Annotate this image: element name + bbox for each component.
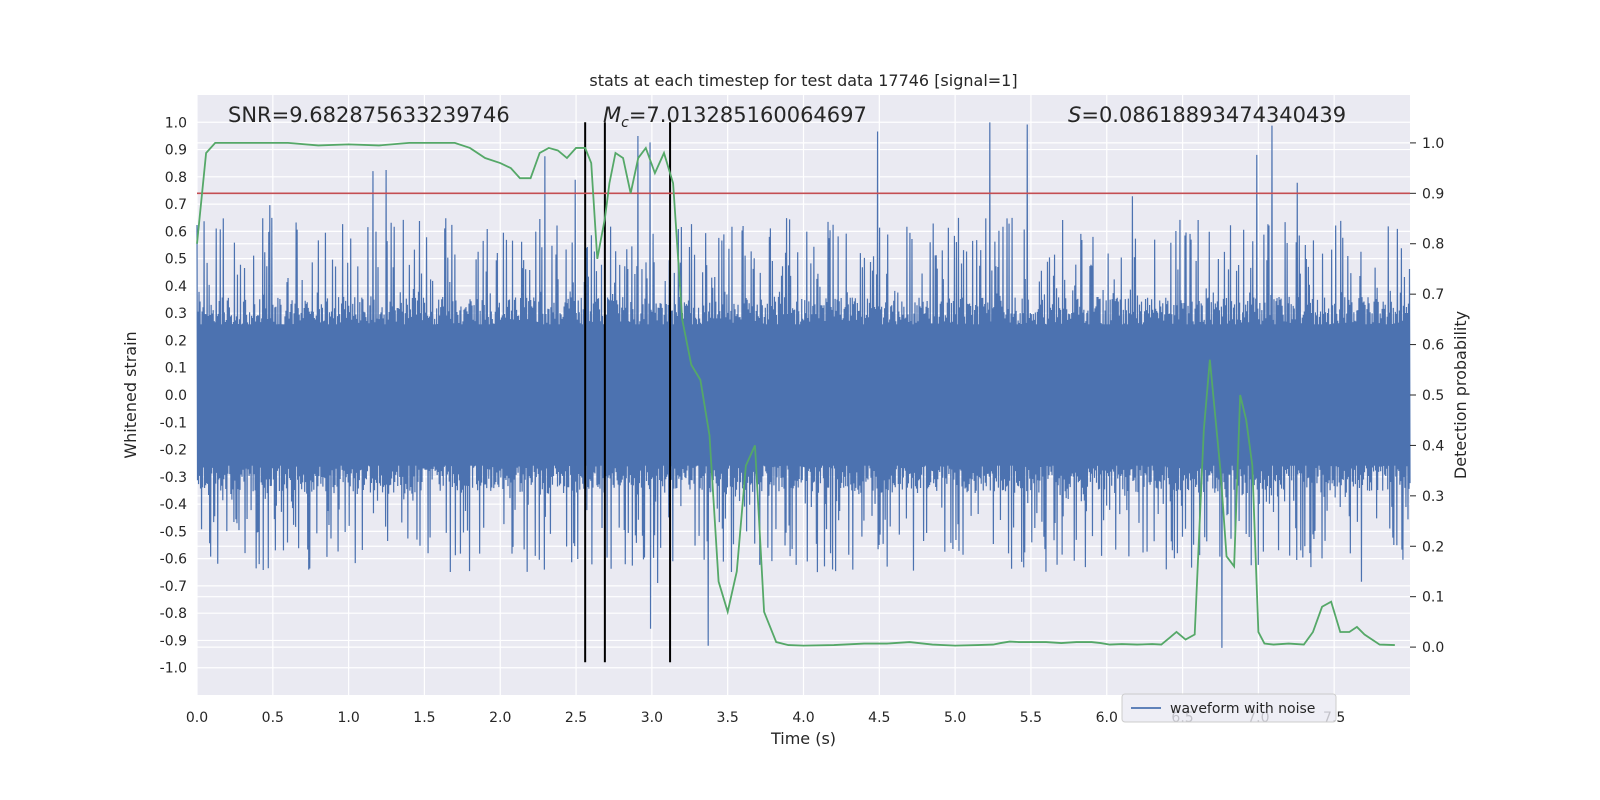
right-y-tick-label: 0.6 bbox=[1422, 338, 1444, 354]
x-tick-label: 3.5 bbox=[717, 710, 739, 726]
right-y-tick-label: 1.0 bbox=[1422, 136, 1444, 152]
left-y-axis-label: Whitened strain bbox=[121, 331, 140, 458]
left-y-tick-label: -0.2 bbox=[160, 443, 187, 459]
right-y-tick-label: 0.9 bbox=[1422, 186, 1444, 202]
left-y-tick-label: -0.9 bbox=[160, 633, 187, 649]
left-y-tick-label: -0.1 bbox=[160, 415, 187, 431]
legend-label-waveform: waveform with noise bbox=[1170, 701, 1315, 717]
right-y-tick-label: 0.2 bbox=[1422, 539, 1444, 555]
right-y-tick-label: 0.7 bbox=[1422, 287, 1444, 303]
waveform-core-band bbox=[197, 324, 1410, 466]
left-y-tick-label: 0.6 bbox=[165, 224, 187, 240]
x-tick-label: 5.0 bbox=[944, 710, 966, 726]
left-y-tick-label: -0.8 bbox=[160, 606, 187, 622]
s-symbol: S bbox=[1068, 103, 1081, 127]
left-y-tick-label: 0.0 bbox=[165, 388, 187, 404]
x-tick-label: 2.5 bbox=[565, 710, 587, 726]
waveform-series bbox=[196, 122, 1411, 648]
x-tick-label: 5.5 bbox=[1020, 710, 1042, 726]
left-y-tick-label: 0.3 bbox=[165, 306, 187, 322]
x-tick-label: 4.5 bbox=[868, 710, 890, 726]
chirp-mass-subscript: c bbox=[621, 115, 629, 131]
left-y-tick-label: 0.7 bbox=[165, 197, 187, 213]
legend-box bbox=[1121, 693, 1337, 723]
left-y-tick-label: -0.6 bbox=[160, 552, 187, 568]
x-tick-label: 1.0 bbox=[337, 710, 359, 726]
left-y-tick-label: -1.0 bbox=[160, 661, 187, 677]
x-axis-label: Time (s) bbox=[770, 729, 836, 748]
x-tick-label: 4.0 bbox=[792, 710, 814, 726]
right-y-axis-ticks: 1.0 0.9 0.8 0.7 0.6 0.5 0.4 0.3 0.2 0.1 0.0 bbox=[1410, 136, 1444, 656]
x-tick-label: 6.0 bbox=[1096, 710, 1118, 726]
left-y-tick-label: -0.3 bbox=[160, 470, 187, 486]
x-tick-label: 0.0 bbox=[186, 710, 208, 726]
left-y-tick-label: 1.0 bbox=[165, 115, 187, 131]
chirp-mass-symbol: M bbox=[603, 103, 621, 127]
right-y-tick-label: 0.5 bbox=[1422, 388, 1444, 404]
left-y-tick-label: 0.8 bbox=[165, 170, 187, 186]
left-y-tick-label: -0.4 bbox=[160, 497, 187, 513]
left-y-tick-label: -0.7 bbox=[160, 579, 187, 595]
left-y-tick-label: 0.9 bbox=[165, 143, 187, 159]
right-y-tick-label: 0.1 bbox=[1422, 590, 1444, 606]
right-y-tick-label: 0.3 bbox=[1422, 489, 1444, 505]
x-tick-label: 0.5 bbox=[262, 710, 284, 726]
right-y-tick-label: 0.8 bbox=[1422, 237, 1444, 253]
left-y-tick-label: -0.5 bbox=[160, 524, 187, 540]
left-y-tick-label: 0.2 bbox=[165, 333, 187, 349]
right-y-tick-label: 0.4 bbox=[1422, 438, 1444, 454]
left-y-tick-label: 0.4 bbox=[165, 279, 187, 295]
right-y-tick-label: 0.0 bbox=[1422, 640, 1444, 656]
snr-annotation: SNR=9.682875633239746 bbox=[228, 103, 510, 127]
chirp-mass-annotation: Mc=7.013285160064697 bbox=[603, 103, 867, 131]
detection-probability-line bbox=[196, 142, 1395, 647]
chirp-mass-value: =7.013285160064697 bbox=[629, 103, 867, 127]
left-y-tick-label: 0.1 bbox=[165, 361, 187, 377]
left-y-tick-label: 0.5 bbox=[165, 252, 187, 268]
legend: waveform with noise bbox=[1121, 693, 1337, 723]
s-annotation: S=0.08618893474340439 bbox=[1068, 103, 1346, 127]
x-tick-label: 1.5 bbox=[413, 710, 435, 726]
right-y-axis-label: Detection probability bbox=[1451, 311, 1470, 479]
chart-title: stats at each timestep for test data 177… bbox=[589, 71, 1017, 90]
left-y-axis-ticks: 1.0 0.9 0.8 0.7 0.6 0.5 0.4 0.3 0.2 0.1 0.0 -0.1 -0.… bbox=[160, 115, 187, 676]
x-tick-label: 3.0 bbox=[641, 710, 663, 726]
s-value: =0.08618893474340439 bbox=[1081, 103, 1346, 127]
x-tick-label: 2.0 bbox=[489, 710, 511, 726]
